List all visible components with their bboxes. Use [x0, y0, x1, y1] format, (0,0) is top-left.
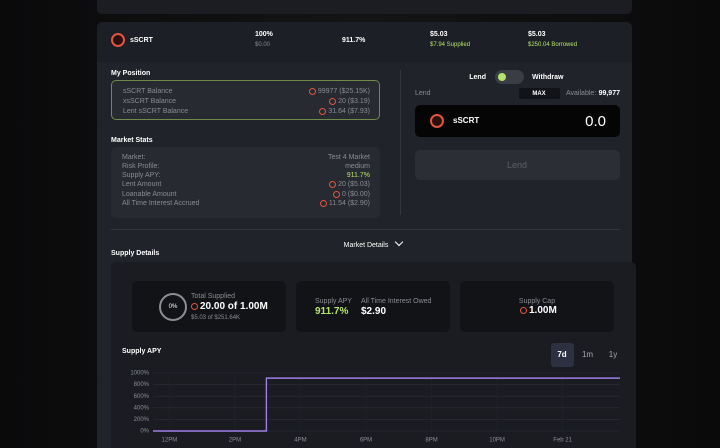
- label: 0.0: [585, 112, 606, 130]
- label: $2.90: [361, 306, 387, 317]
- token-icon: [430, 114, 444, 128]
- x-tick-label: Feb 21: [553, 438, 572, 444]
- label[interactable]: 7d: [557, 350, 567, 359]
- stat-card: [296, 281, 450, 332]
- y-tick-label: 200%: [134, 417, 150, 423]
- label: Lend: [506, 159, 528, 170]
- max-button[interactable]: [519, 88, 560, 99]
- label: 99977 ($25.15K): [317, 87, 370, 95]
- label: 0%: [168, 304, 178, 310]
- label[interactable]: Market Details: [343, 241, 389, 249]
- label: Supply Details: [111, 249, 160, 257]
- token-icon: [190, 302, 198, 310]
- utilization-ring: [159, 293, 187, 321]
- token-icon: [328, 97, 336, 105]
- label: Lent sSCRT Balance: [123, 107, 189, 115]
- label[interactable]: 1m: [581, 350, 594, 359]
- label: sSCRT: [453, 116, 480, 125]
- range-selected: [551, 343, 574, 367]
- x-tick-label: 12PM: [162, 438, 178, 444]
- label: medium: [345, 162, 370, 170]
- label: sSCRT: [130, 36, 153, 44]
- label: Supply Cap: [518, 297, 556, 305]
- x-tick-label: 6PM: [360, 438, 372, 444]
- label: 911.7%: [346, 172, 370, 180]
- label: 0 ($0.00): [341, 190, 370, 198]
- x-tick-label: 10PM: [489, 438, 505, 444]
- label: Lend: [415, 89, 431, 97]
- label: Market:: [122, 153, 146, 161]
- label: 911.7%: [315, 306, 349, 317]
- x-tick-label: 4PM: [294, 438, 306, 444]
- label: MAX: [532, 91, 546, 97]
- label: 31.64 ($7.93): [328, 107, 370, 115]
- token-icon: [308, 87, 316, 95]
- amount-input[interactable]: [415, 105, 620, 137]
- y-tick-label: 0%: [140, 429, 149, 435]
- label: Risk Profile:: [122, 162, 160, 170]
- label: Loanable Amount: [122, 190, 177, 198]
- label: xsSCRT Balance: [123, 97, 177, 105]
- lend-button[interactable]: [415, 150, 620, 180]
- label: sSCRT Balance: [123, 87, 173, 95]
- y-tick-label: 800%: [134, 382, 150, 388]
- label: $7.94 Supplied: [430, 42, 471, 48]
- label: Supply APY: [315, 297, 352, 305]
- divider: [111, 229, 620, 230]
- label: $0.00: [255, 42, 271, 48]
- stat-card: [460, 281, 614, 332]
- label: $250.04 Borrowed: [528, 42, 578, 48]
- toggle[interactable]: [495, 70, 524, 84]
- label: Lent Amount: [122, 181, 162, 189]
- label[interactable]: Lend: [469, 73, 486, 81]
- x-tick-label: 2PM: [229, 438, 241, 444]
- token-icon: [332, 190, 340, 198]
- stat-card: [132, 281, 286, 332]
- label: 1.00M: [529, 305, 557, 316]
- label: All Time Interest Owed: [361, 297, 432, 305]
- label: $5.03: [528, 30, 546, 38]
- label: 99,977: [598, 89, 620, 97]
- divider: [400, 70, 401, 215]
- label: Total Supplied: [191, 292, 235, 300]
- label: Supply APY:: [122, 172, 161, 180]
- label: 20 ($5.03): [338, 181, 370, 189]
- label[interactable]: 1y: [608, 350, 618, 359]
- label: Supply APY: [122, 347, 162, 355]
- label: 100%: [255, 30, 273, 38]
- label[interactable]: Withdraw: [532, 73, 564, 81]
- token-icon: [519, 306, 527, 314]
- label: Available:: [566, 89, 597, 97]
- token-icon: [328, 181, 336, 189]
- label: My Position: [111, 69, 151, 77]
- label: All Time Interest Accrued: [122, 200, 200, 207]
- x-tick-label: 8PM: [425, 438, 437, 444]
- y-tick-label: 600%: [134, 394, 150, 400]
- label: 20.00 of 1.00M: [200, 301, 268, 312]
- label: Market Stats: [111, 136, 153, 144]
- label: 911.7%: [342, 36, 366, 44]
- label: $5.03 of $251.64K: [191, 315, 241, 321]
- token-icon: [111, 33, 125, 47]
- label: 20 ($3.19): [338, 97, 370, 105]
- token-icon: [318, 107, 326, 115]
- previous-card: [97, 0, 632, 14]
- label: Test 4 Market: [327, 153, 370, 161]
- label: 11.54 ($2.90): [328, 200, 370, 207]
- y-tick-label: 400%: [134, 405, 150, 411]
- token-icon: [319, 200, 327, 207]
- line: [153, 377, 620, 432]
- label: $5.03: [430, 30, 448, 38]
- y-tick-label: 1000%: [130, 371, 149, 377]
